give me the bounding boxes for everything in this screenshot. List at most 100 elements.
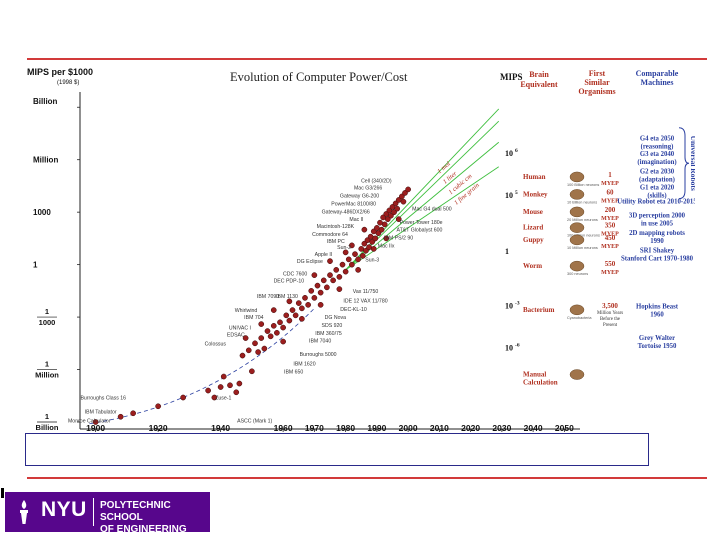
data-point: [394, 205, 401, 212]
data-point: [239, 352, 246, 359]
logo-school-name: POLYTECHNIC SCHOOL OF ENGINEERING: [100, 500, 210, 536]
machine-label: Mac IIx: [378, 243, 395, 249]
organism-name: Manual: [523, 371, 546, 379]
data-point: [378, 226, 385, 233]
machine-label: Monroe Calculator: [68, 418, 111, 424]
machine-label: Whirlwind: [235, 308, 258, 314]
header-brain-2: Equivalent: [520, 80, 558, 89]
machine-label: DG Eclipse: [297, 259, 323, 265]
comparable-machine: 2D mapping robots: [629, 230, 685, 237]
comparable-machine-2: (imagination): [637, 159, 676, 166]
organism-name: Human: [523, 173, 546, 181]
organism-myep: 550: [605, 260, 616, 268]
y-tick-label: Million: [33, 156, 58, 165]
data-point: [370, 246, 377, 252]
data-point: [366, 244, 372, 250]
data-point: [358, 246, 365, 252]
organism-name: Lizard: [523, 224, 543, 232]
data-point: [274, 329, 280, 336]
data-point: [363, 247, 369, 254]
data-point: [399, 193, 405, 200]
organism-picture: [569, 206, 585, 218]
comparable-machine-2: (reasoning): [641, 143, 674, 150]
machine-label: IBM PC: [327, 239, 345, 245]
organism-myep-line: Before the: [600, 317, 620, 322]
mips-tick-label: 10: [505, 343, 513, 352]
data-point: [292, 312, 299, 319]
data-point: [375, 230, 382, 236]
data-point: [299, 305, 305, 312]
machine-label: Mac G3/266: [354, 186, 382, 192]
x-tick-label: 2040: [524, 423, 543, 433]
mips-tick-exponent: -6: [515, 342, 520, 348]
machine-label: Macintosh-128K: [317, 224, 355, 230]
x-tick-label: 2030: [492, 423, 511, 433]
data-point: [117, 413, 124, 420]
machine-label: Gateway G6-200: [340, 194, 379, 200]
trend-line: [345, 166, 500, 271]
data-point: [349, 242, 355, 249]
machine-label: Zuse-1: [215, 396, 231, 402]
data-point: [180, 394, 186, 401]
y-tick-label: 1: [45, 360, 49, 369]
torch-icon: [20, 500, 28, 524]
data-point: [245, 347, 252, 354]
machine-label: Mac G4 dual 500: [412, 207, 452, 213]
machine-label: UNIVAC I: [229, 326, 251, 332]
data-point: [361, 226, 368, 233]
machine-label: SDS 920: [322, 323, 343, 329]
data-point: [305, 301, 311, 308]
data-point: [342, 268, 349, 275]
mips-tick-exponent: 6: [515, 148, 518, 154]
organism-myep: 350: [605, 222, 616, 230]
data-point: [355, 256, 361, 263]
x-tick-label: 2020: [461, 423, 480, 433]
comparable-machine: Grey Walter: [639, 335, 675, 342]
data-point: [261, 345, 268, 352]
data-point: [361, 240, 368, 247]
organism-myep-unit: MYEP: [601, 270, 619, 276]
data-point: [220, 373, 227, 380]
data-point: [155, 403, 161, 410]
machine-label: DEC PDP-10: [274, 278, 305, 284]
data-point: [277, 319, 283, 326]
comparable-machine-2: 1990: [650, 238, 664, 245]
y-tick-label: Billion: [36, 423, 59, 432]
machine-label: Gateway-486DX2/66: [322, 209, 370, 215]
x-tick-label: 1980: [336, 423, 355, 433]
mips-tick-exponent: 5: [515, 190, 518, 196]
slide-marker: [1, 488, 4, 498]
machine-label: DEC-KL-10: [340, 307, 367, 313]
machine-label: IBM 704: [244, 315, 263, 321]
data-point: [369, 239, 376, 245]
logo-line-1: POLYTECHNIC SCHOOL: [100, 500, 171, 523]
data-point: [342, 249, 349, 256]
machine-label: IBM PS/2 90: [384, 236, 413, 242]
machine-label: Sun-3: [365, 257, 379, 263]
y-tick-label: 1: [45, 307, 49, 316]
data-point: [392, 200, 399, 207]
organism-note: 100 Billion neurons: [567, 183, 599, 187]
data-point: [359, 253, 366, 259]
machine-label: IDE 12 VAX 11/780: [343, 298, 387, 304]
header-first: First: [589, 69, 606, 78]
organism-name: Monkey: [523, 190, 548, 198]
data-point: [295, 300, 302, 306]
organism-name: Worm: [523, 262, 542, 270]
data-point: [336, 274, 343, 280]
data-point: [267, 333, 274, 340]
x-tick-label: 1960: [274, 423, 293, 433]
organism-myep-unit: MYEP: [601, 216, 619, 222]
data-point: [289, 307, 296, 313]
header-machines: Comparable: [636, 69, 679, 78]
data-point: [381, 221, 388, 228]
data-point: [308, 288, 315, 294]
data-point: [302, 295, 308, 301]
data-point: [317, 301, 324, 308]
machine-label: IBM 1620: [293, 361, 315, 367]
comparable-machine: G1 eta 2020: [640, 184, 675, 191]
organism-note: 10 Billion neurons: [567, 200, 597, 204]
data-point: [264, 328, 271, 334]
comparable-machine: Hopkins Beast: [636, 303, 679, 310]
comparable-machine-2: in use 2005: [641, 220, 674, 227]
